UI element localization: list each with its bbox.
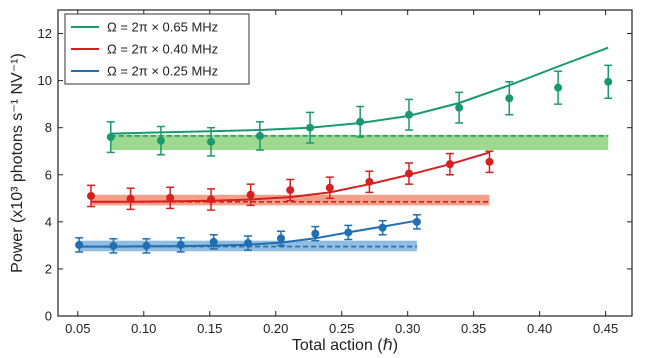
- x-tick-label: 0.40: [527, 321, 552, 336]
- point-marker: [378, 223, 387, 232]
- x-tick-label: 0.30: [395, 321, 420, 336]
- x-tick-label: 0.05: [65, 321, 90, 336]
- point-marker: [485, 157, 494, 166]
- y-tick-label: 0: [45, 309, 52, 324]
- point-marker: [311, 229, 320, 238]
- point-marker: [75, 240, 84, 249]
- point-marker: [604, 77, 613, 86]
- baseline-band-0: [110, 134, 609, 151]
- y-tick-label: 10: [38, 73, 52, 88]
- point-marker: [306, 123, 315, 132]
- data-point-1-7: [365, 170, 374, 194]
- data-point-2-1: [109, 238, 118, 254]
- data-point-0-2: [207, 126, 216, 157]
- data-points: [75, 64, 613, 254]
- legend-entry-0: Ω = 2π × 0.65 MHz: [107, 20, 218, 35]
- data-point-1-6: [325, 176, 334, 200]
- y-tick-label: 6: [45, 167, 52, 182]
- data-point-0-1: [156, 125, 165, 156]
- data-point-0-4: [306, 111, 315, 144]
- point-marker: [404, 169, 413, 178]
- point-marker: [209, 237, 218, 246]
- data-point-1-9: [445, 152, 454, 176]
- x-axis-label: Total action (ℏ): [292, 337, 398, 354]
- point-marker: [412, 217, 421, 226]
- data-point-1-10: [485, 150, 494, 174]
- data-point-1-1: [126, 187, 135, 211]
- y-axis-label: Power (x10³ photons s⁻¹ NV⁻¹): [9, 53, 26, 273]
- x-tick-label: 0.10: [131, 321, 156, 336]
- data-point-2-10: [412, 214, 421, 230]
- data-point-2-9: [378, 219, 387, 236]
- data-point-2-2: [142, 238, 151, 254]
- data-point-1-3: [207, 188, 216, 211]
- point-marker: [286, 186, 295, 195]
- data-point-2-7: [311, 225, 320, 242]
- data-point-0-9: [554, 70, 563, 105]
- y-tick-label: 2: [45, 261, 52, 276]
- baseline-lines: [79, 135, 609, 248]
- x-axis-ticks: 0.05 0.10 0.15 0.20 0.25 0.30 0.35 0.40 0.45: [65, 10, 618, 336]
- y-tick-label: 4: [45, 214, 52, 229]
- x-tick-label: 0.20: [263, 321, 288, 336]
- x-tick-label: 0.45: [593, 321, 618, 336]
- legend: Ω = 2π × 0.65 MHz Ω = 2π × 0.40 MHz Ω = 2π…: [64, 13, 250, 85]
- x-tick-label: 0.25: [329, 321, 354, 336]
- point-marker: [156, 136, 165, 145]
- data-point-1-4: [246, 183, 255, 207]
- x-tick-label: 0.15: [197, 321, 222, 336]
- point-marker: [207, 137, 216, 146]
- point-marker: [255, 131, 264, 140]
- point-marker: [356, 117, 365, 126]
- data-point-2-6: [277, 230, 286, 247]
- legend-entry-2: Ω = 2π × 0.25 MHz: [107, 64, 218, 79]
- point-marker: [455, 103, 464, 112]
- legend-entry-1: Ω = 2π × 0.40 MHz: [107, 42, 218, 57]
- y-axis-ticks: 0 2 4 6 8 10 12: [38, 26, 632, 324]
- data-point-2-8: [344, 224, 353, 241]
- point-marker: [554, 83, 563, 92]
- data-point-1-0: [86, 184, 95, 208]
- y-tick-label: 12: [38, 26, 52, 41]
- data-point-0-7: [455, 91, 464, 124]
- point-marker: [86, 191, 95, 200]
- point-marker: [277, 234, 286, 243]
- data-point-0-8: [505, 81, 514, 116]
- data-point-1-8: [404, 162, 413, 185]
- point-marker: [365, 177, 374, 186]
- point-marker: [207, 195, 216, 204]
- point-marker: [109, 241, 118, 250]
- point-marker: [344, 228, 353, 237]
- x-tick-label: 0.35: [461, 321, 486, 336]
- y-tick-label: 8: [45, 120, 52, 135]
- data-point-0-10: [604, 64, 613, 100]
- data-point-2-5: [244, 235, 253, 251]
- data-point-2-0: [75, 237, 84, 253]
- data-point-1-5: [286, 178, 295, 202]
- data-point-2-3: [176, 237, 185, 253]
- data-point-0-5: [356, 105, 365, 138]
- data-point-0-6: [404, 98, 413, 131]
- point-marker: [166, 193, 175, 202]
- data-point-0-0: [106, 121, 115, 154]
- point-marker: [445, 160, 454, 169]
- point-marker: [244, 239, 253, 248]
- data-point-2-4: [209, 234, 218, 250]
- point-marker: [176, 240, 185, 249]
- point-marker: [106, 133, 115, 142]
- plot-frame: [57, 9, 633, 317]
- point-marker: [142, 241, 151, 250]
- data-point-1-2: [166, 186, 175, 210]
- data-point-0-3: [255, 121, 264, 151]
- point-marker: [246, 190, 255, 199]
- point-marker: [126, 194, 135, 203]
- point-marker: [325, 183, 334, 192]
- point-marker: [505, 94, 514, 103]
- point-marker: [404, 110, 413, 119]
